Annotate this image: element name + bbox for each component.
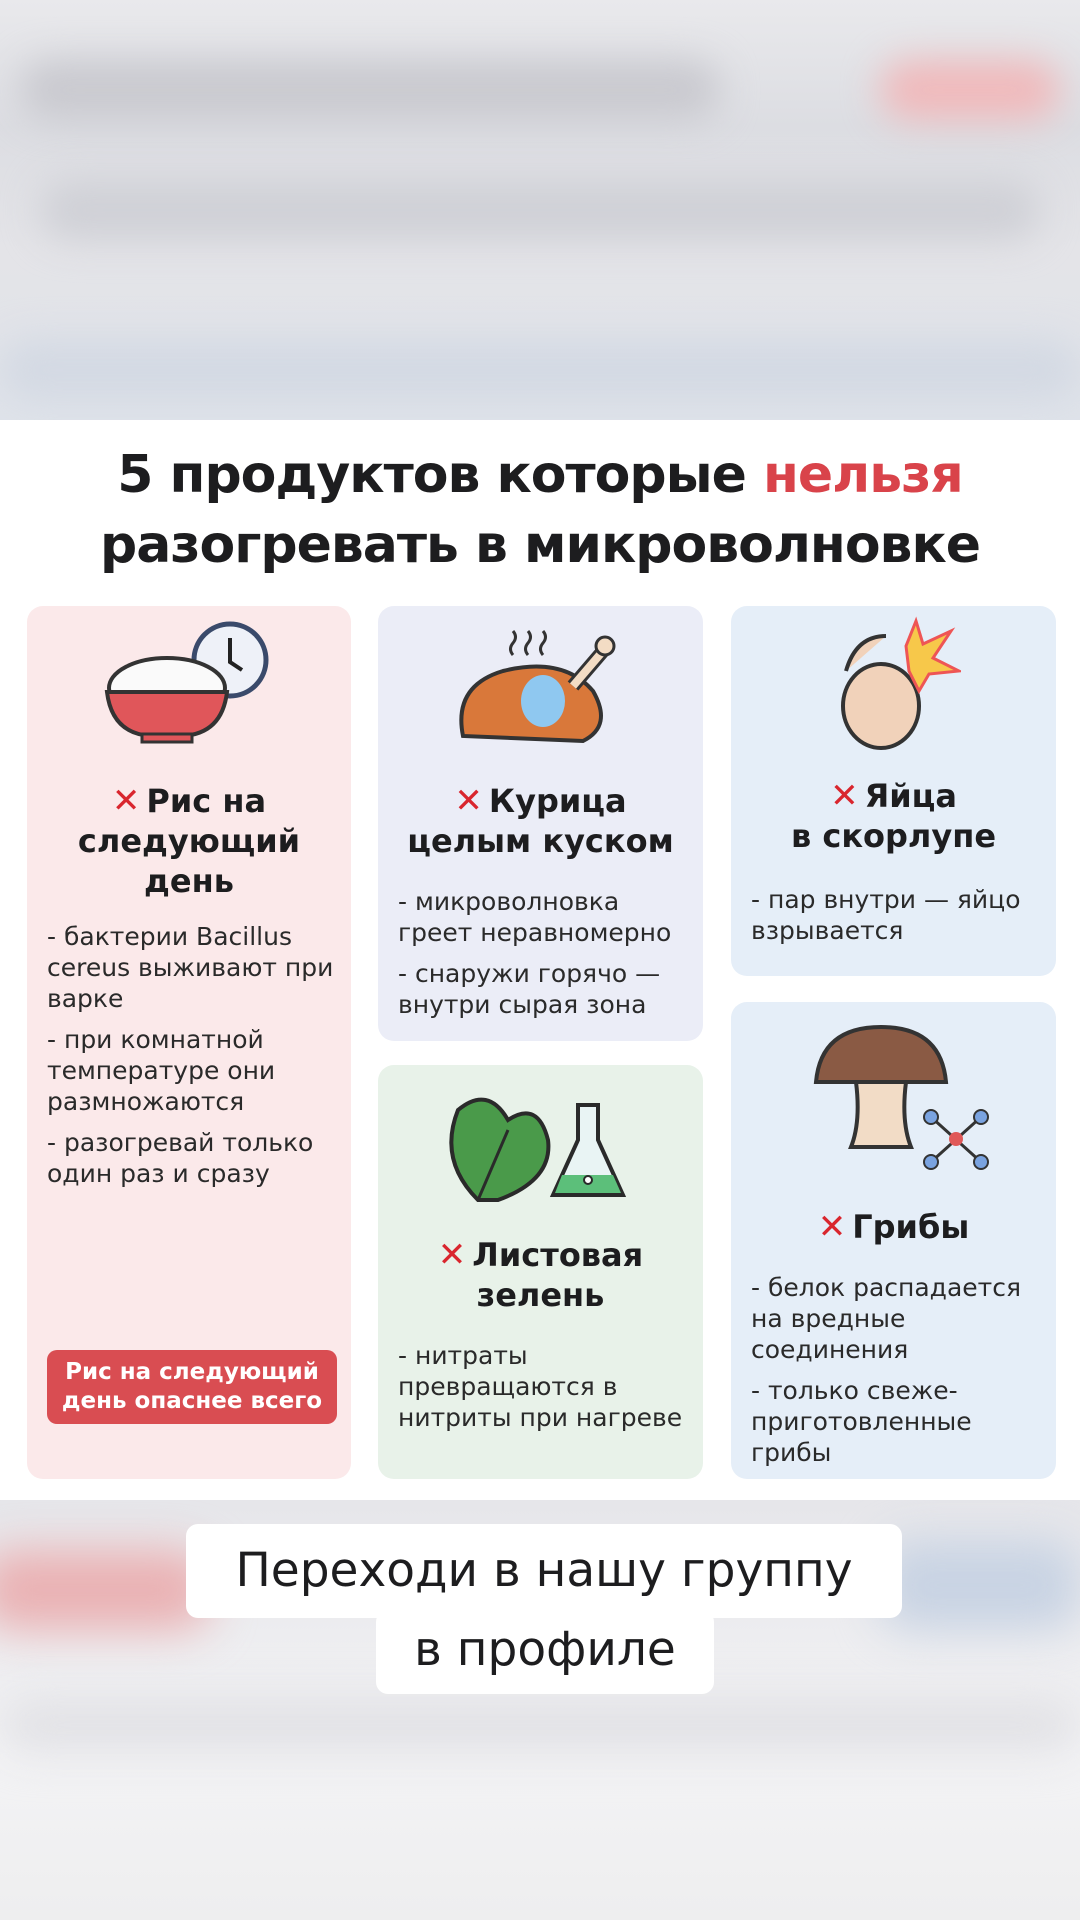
blurred-background-top: [0, 0, 1080, 420]
card-bullets: - микроволновка греет неравномерно - сна…: [398, 886, 693, 1030]
card-heading: ✕ Рис на следующий день: [77, 781, 301, 900]
card-bullets: - бактерии Bacillus cereus выживают при …: [47, 921, 341, 1199]
title-part1: 5 продуктов которые: [117, 445, 763, 505]
bullet: - снаружи горячо — внутри сырая зона: [398, 959, 661, 1019]
cross-icon: ✕: [111, 781, 141, 821]
card-bullets: - белок распадается на вредные соединени…: [751, 1272, 1046, 1478]
bullet: - разогревай только один раз и сразу: [47, 1128, 314, 1188]
mushroom-molecule-icon: [813, 1024, 989, 1170]
card-heading: ✕ Яйца в скорлупе: [790, 776, 997, 855]
card-greens: ✕ Листовая зелень - нитраты превращаются в…: [378, 1065, 703, 1479]
cross-icon: ✕: [830, 776, 859, 816]
card-chicken: ✕ Курица целым куском - микроволновка грее…: [378, 606, 703, 1041]
cross-icon: ✕: [454, 781, 483, 821]
bullet: - только свеже-приготовленные грибы: [751, 1376, 972, 1467]
title-highlight: нельзя: [762, 445, 964, 505]
card-heading: ✕ Листовая зелень: [437, 1235, 644, 1314]
cta-line2: в профиле: [376, 1610, 714, 1694]
card-heading: ✕ Грибы: [817, 1207, 970, 1247]
bullet: - микроволновка греет неравномерно: [398, 887, 672, 947]
page-title: 5 продуктов которые нельзя разогревать в…: [0, 440, 1080, 580]
bullet: - белок распадается на вредные соединени…: [751, 1273, 1022, 1364]
bullet: - бактерии Bacillus cereus выживают при …: [47, 922, 334, 1013]
cross-icon: ✕: [437, 1235, 467, 1275]
card-eggs: ✕ Яйца в скорлупе - пар внутри — яйцо взры…: [731, 606, 1056, 976]
roast-chicken-icon: [459, 630, 616, 744]
bullet: - пар внутри — яйцо взрывается: [751, 885, 1021, 945]
title-line2: разогревать в микроволновке: [99, 515, 981, 575]
warning-badge: Рис на следующий день опаснее всего: [47, 1350, 337, 1424]
card-mushrooms: ✕ Грибы - белок распадается на вредные со…: [731, 1002, 1056, 1479]
cross-icon: ✕: [817, 1207, 847, 1247]
card-bullets: - нитраты превращаются в нитриты при наг…: [398, 1340, 693, 1443]
bullet: - при комнатной температуре они размножа…: [47, 1025, 276, 1116]
card-heading: ✕ Курица целым куском: [407, 781, 674, 860]
exploding-egg-icon: [841, 616, 961, 750]
card-rice: ✕ Рис на следующий день - бактерии Bacillus…: [27, 606, 351, 1479]
cta-line1: Переходи в нашу группу: [186, 1524, 902, 1618]
bullet: - нитраты превращаются в нитриты при наг…: [398, 1341, 683, 1432]
card-bullets: - пар внутри — яйцо взрывается: [751, 884, 1046, 956]
rice-bowl-clock-icon: [104, 621, 269, 744]
leafy-greens-flask-icon: [449, 1097, 627, 1202]
